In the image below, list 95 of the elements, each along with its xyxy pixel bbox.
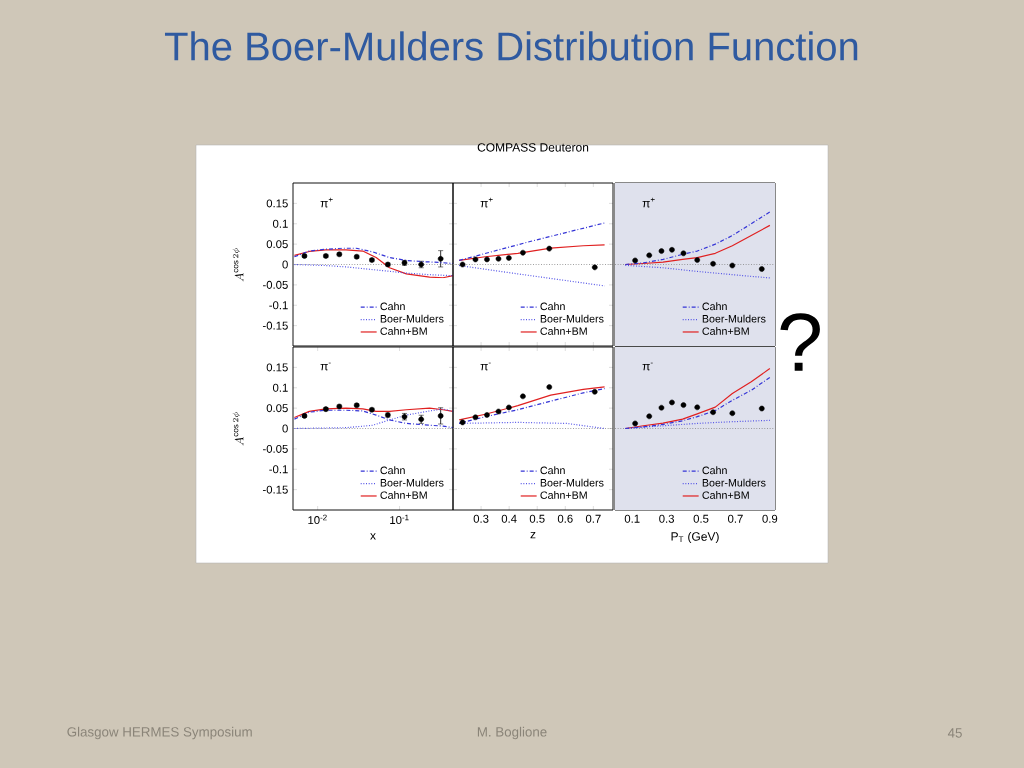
- y-tick-label: -0.05: [262, 280, 288, 289]
- annotation: π$^{-}$: [320, 362, 331, 371]
- x-tick-label: 0.3: [473, 514, 489, 523]
- x-tick-label: 0.5: [693, 514, 709, 523]
- y-tick-label: 0.15: [266, 199, 288, 208]
- text: Glasgow HERMES Symposium: [67, 726, 252, 740]
- point: [669, 247, 675, 253]
- text: M. Boglione: [477, 726, 547, 740]
- point: [729, 410, 736, 417]
- y-axis-title: $A^{\cos 2\phi}$: [232, 248, 244, 282]
- point: [680, 402, 687, 408]
- text: The Boer-Mulders Distribution Function: [164, 31, 858, 61]
- x-tick-label: 0.7: [728, 514, 743, 523]
- x-tick-label: 0.1: [624, 514, 640, 523]
- point: [506, 404, 512, 411]
- point: [520, 393, 526, 400]
- annotation: π$^{+}$: [320, 197, 333, 208]
- text: ?: [780, 313, 820, 371]
- point: [632, 257, 638, 264]
- x-tick-label: 10$^{-1}$: [390, 514, 409, 525]
- legend-label: Boer-Mulders: [540, 314, 604, 323]
- x-tick-label: 0.4: [501, 514, 517, 523]
- point: [520, 249, 526, 256]
- point: [484, 412, 490, 418]
- point: [646, 252, 653, 259]
- point: [459, 419, 466, 426]
- y-tick-label: 0.1: [272, 383, 288, 392]
- point: [591, 389, 598, 395]
- y-tick-label: -0.1: [269, 301, 288, 310]
- point: [710, 261, 716, 267]
- y-tick-label: 0.15: [266, 363, 288, 372]
- point: [658, 404, 665, 411]
- x-axis-title: P$_{T}$ (GeV): [671, 531, 719, 544]
- point: [546, 245, 553, 252]
- point: [710, 409, 716, 416]
- point: [646, 413, 653, 420]
- y-tick-label: -0.15: [262, 321, 288, 330]
- point: [459, 261, 466, 268]
- x-axis-title: x: [370, 533, 376, 540]
- point: [758, 405, 765, 412]
- text: 45: [947, 728, 962, 738]
- legend-label: Cahn: [540, 466, 565, 475]
- point: [669, 399, 675, 406]
- point: [472, 414, 479, 421]
- legend-label: Cahn+BM: [540, 327, 587, 335]
- legend-label: Cahn: [702, 466, 727, 475]
- y-tick-label: -0.15: [262, 485, 288, 494]
- legend-label: Cahn+BM: [702, 491, 749, 499]
- point: [472, 256, 479, 263]
- y-tick-label: 0.05: [266, 240, 288, 249]
- point: [694, 404, 701, 411]
- legend-label: Boer-Mulders: [380, 314, 444, 323]
- legend-label: Cahn+BM: [380, 327, 427, 335]
- legend-label: Cahn+BM: [540, 491, 587, 499]
- point: [694, 257, 701, 263]
- y-tick-label: 0: [282, 260, 288, 269]
- point: [632, 420, 638, 427]
- legend-label: Cahn: [702, 302, 727, 311]
- y-axis-title: $A^{\cos 2\phi}$: [232, 412, 244, 446]
- y-tick-label: -0.05: [262, 444, 288, 453]
- legend-label: Cahn: [380, 466, 405, 475]
- point: [495, 408, 502, 415]
- legend-label: Cahn: [540, 302, 565, 311]
- point: [546, 384, 553, 390]
- legend-label: Cahn+BM: [380, 491, 427, 499]
- x-tick-label: 0.3: [659, 514, 675, 523]
- point: [729, 262, 736, 269]
- point: [495, 255, 502, 262]
- legend-label: Cahn: [380, 302, 405, 311]
- point: [758, 266, 765, 272]
- y-tick-label: 0.05: [266, 404, 288, 413]
- y-tick-label: 0.1: [272, 219, 288, 228]
- legend-label: Boer-Mulders: [380, 478, 444, 487]
- x-axis-title: z: [530, 531, 536, 539]
- x-tick-label: 0.7: [585, 514, 601, 523]
- point: [658, 248, 665, 254]
- annotation: π$^{+}$: [642, 197, 655, 208]
- point: [506, 255, 512, 261]
- point: [680, 250, 687, 257]
- x-tick-label: 0.9: [762, 514, 778, 523]
- point: [484, 256, 490, 263]
- y-tick-label: 0: [282, 424, 288, 433]
- legend-label: Cahn+BM: [702, 327, 749, 335]
- chart-title: COMPASS Deuteron: [477, 143, 589, 152]
- legend-label: Boer-Mulders: [702, 478, 766, 487]
- point: [591, 264, 598, 271]
- annotation: π$^{-}$: [642, 362, 653, 371]
- legend-label: Boer-Mulders: [702, 314, 766, 323]
- annotation: π$^{-}$: [480, 362, 491, 371]
- x-tick-label: 0.6: [557, 514, 573, 523]
- x-tick-label: 10$^{-2}$: [308, 514, 327, 525]
- y-tick-label: -0.1: [269, 465, 288, 474]
- x-tick-label: 0.5: [529, 514, 545, 523]
- annotation: π$^{+}$: [480, 197, 493, 208]
- legend-label: Boer-Mulders: [540, 478, 604, 487]
